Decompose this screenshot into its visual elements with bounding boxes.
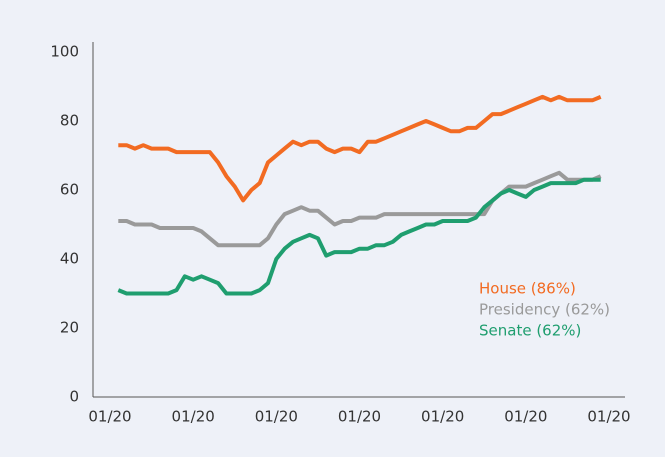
y-tick-label: 80 (60, 112, 79, 130)
legend-label: Presidency (62%) (479, 301, 610, 319)
x-tick-label: 01/20 (88, 408, 131, 426)
x-tick-label: 01/20 (504, 408, 547, 426)
y-tick-label: 0 (69, 388, 79, 406)
series-line (117, 177, 601, 296)
x-tick-label: 01/20 (587, 408, 630, 426)
legend-label: Senate (62%) (479, 322, 581, 340)
y-tick-label: 40 (60, 250, 79, 268)
y-tick-label: 100 (50, 43, 79, 61)
series-line (118, 94, 602, 203)
x-tick-label: 01/20 (338, 408, 381, 426)
y-tick-label: 60 (60, 181, 79, 199)
legend-label: House (86%) (479, 280, 576, 298)
x-tick-label: 01/20 (255, 408, 298, 426)
series-line (118, 170, 602, 248)
x-tick-label: 01/20 (172, 408, 215, 426)
y-tick-label: 20 (60, 319, 79, 337)
x-tick-label: 01/20 (421, 408, 464, 426)
